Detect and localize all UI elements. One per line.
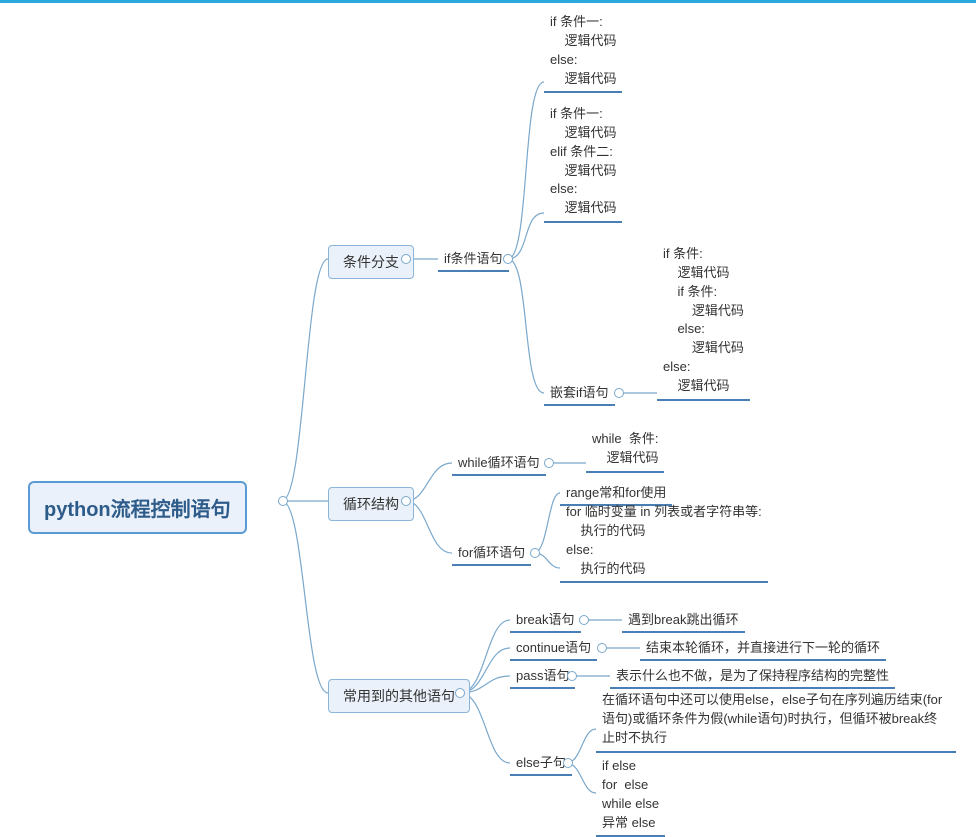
node-continue-label: continue语句 [516,640,591,655]
leaf-while-example: while 条件: 逻辑代码 [586,428,664,473]
node-for-stmt-label: for循环语句 [458,545,525,560]
node-break-label: break语句 [516,612,575,627]
leaf-break-desc-text: 遇到break跳出循环 [628,612,739,627]
leaf-if-example2: if 条件一: 逻辑代码 elif 条件二: 逻辑代码 else: 逻辑代码 [544,103,622,223]
leaf-continue-desc-text: 结束本轮循环，并直接进行下一轮的循环 [646,640,880,655]
node-pass[interactable]: pass语句 [510,663,575,689]
toggle-dot[interactable] [579,615,589,625]
node-nested-if[interactable]: 嵌套if语句 [544,380,615,406]
node-nested-if-label: 嵌套if语句 [550,385,609,400]
toggle-dot[interactable] [597,643,607,653]
toggle-dot[interactable] [567,671,577,681]
branch-others[interactable]: 常用到的其他语句 [328,679,470,713]
node-if-stmt-label: if条件语句 [444,251,503,266]
branch-others-label: 常用到的其他语句 [343,688,455,704]
root-label: python流程控制语句 [44,499,231,521]
node-continue[interactable]: continue语句 [510,635,597,661]
toggle-dot[interactable] [614,388,624,398]
mindmap-canvas: python流程控制语句 条件分支 循环结构 常用到的其他语句 if条件语句 i… [0,3,976,805]
node-if-stmt[interactable]: if条件语句 [438,246,509,272]
leaf-nested-if-example: if 条件: 逻辑代码 if 条件: 逻辑代码 else: 逻辑代码 else:… [657,243,750,401]
toggle-dot[interactable] [455,688,465,698]
leaf-else-desc: 在循环语句中还可以使用else，else子句在序列遍历结束(for语句)或循环条… [596,689,956,753]
leaf-break-desc: 遇到break跳出循环 [622,607,745,633]
toggle-dot[interactable] [401,254,411,264]
node-for-stmt[interactable]: for循环语句 [452,540,531,566]
root-node[interactable]: python流程控制语句 [28,481,247,534]
node-while-stmt-label: while循环语句 [458,455,540,470]
toggle-dot[interactable] [503,254,513,264]
leaf-pass-desc: 表示什么也不做，是为了保持程序结构的完整性 [610,663,895,689]
toggle-dot[interactable] [563,758,573,768]
leaf-else-desc-text: 在循环语句中还可以使用else，else子句在序列遍历结束(for语句)或循环条… [602,692,942,745]
node-break[interactable]: break语句 [510,607,581,633]
leaf-pass-desc-text: 表示什么也不做，是为了保持程序结构的完整性 [616,668,889,683]
node-else-clause-label: else子句 [516,755,566,770]
leaf-if-example1: if 条件一: 逻辑代码 else: 逻辑代码 [544,11,622,93]
leaf-continue-desc: 结束本轮循环，并直接进行下一轮的循环 [640,635,886,661]
branch-loop-label: 循环结构 [343,496,399,512]
toggle-dot[interactable] [401,496,411,506]
toggle-dot[interactable] [530,548,540,558]
toggle-dot[interactable] [278,496,288,506]
leaf-for-example: for 临时变量 in 列表或者字符串等: 执行的代码 else: 执行的代码 [560,501,768,583]
leaf-else-kinds: if else for else while else 异常 else [596,755,665,837]
node-pass-label: pass语句 [516,668,569,683]
leaf-for-range-note-text: range常和for使用 [566,485,666,500]
toggle-dot[interactable] [544,458,554,468]
branch-conditional-label: 条件分支 [343,254,399,270]
node-while-stmt[interactable]: while循环语句 [452,450,546,476]
